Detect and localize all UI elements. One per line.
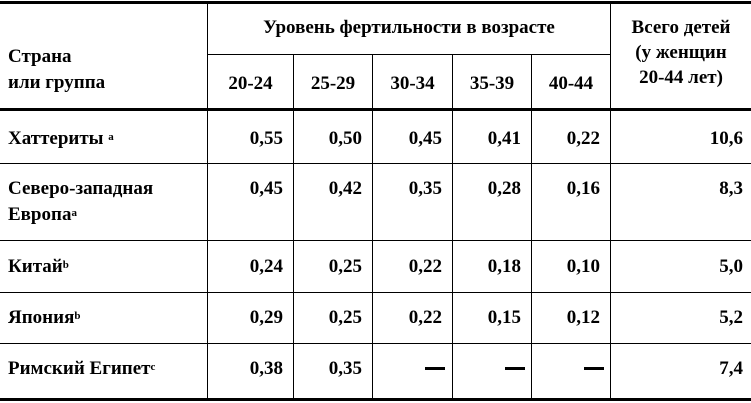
col-divider-age-3 xyxy=(452,55,453,398)
rule-sub-header xyxy=(207,54,610,55)
row2-value-20-24: 0,45 xyxy=(249,178,283,199)
rule-bottom xyxy=(0,398,751,401)
row-country-china: Китайb xyxy=(8,256,69,277)
row1-value-25-29: 0,50 xyxy=(328,128,362,149)
row-country-japan: Японияb xyxy=(8,307,81,328)
row4-value-25-29: 0,25 xyxy=(328,307,362,328)
header-total-line2: (у женщин xyxy=(635,42,727,63)
row-country-roman-egypt: Римский Египетc xyxy=(8,358,156,379)
row4-value-30-34: 0,22 xyxy=(408,307,442,328)
row3-value-40-44: 0,10 xyxy=(566,256,600,277)
row2-value-25-29: 0,42 xyxy=(328,178,362,199)
header-age-25-29: 25-29 xyxy=(310,73,356,94)
header-country-line2: или группа xyxy=(8,72,106,93)
row2-value-40-44: 0,16 xyxy=(566,178,600,199)
rule-header-bottom xyxy=(0,108,751,111)
header-age-40-44: 40-44 xyxy=(548,73,594,94)
row-country-nw-europe-line1: Северо-западная xyxy=(8,178,154,199)
col-divider-country xyxy=(207,4,208,398)
row5-value-20-24: 0,38 xyxy=(249,358,283,379)
row4-value-40-44: 0,12 xyxy=(566,307,600,328)
row1-total: 10,6 xyxy=(709,128,743,149)
row5-dash-40-44 xyxy=(584,367,604,370)
row3-value-25-29: 0,25 xyxy=(328,256,362,277)
row-country-hutterites: Хаттериты a xyxy=(8,128,114,149)
row-country-nw-europe-line2: Европаa xyxy=(8,204,77,225)
col-divider-age-1 xyxy=(293,55,294,398)
row4-value-35-39: 0,15 xyxy=(487,307,521,328)
header-country-line1: Страна xyxy=(8,46,72,67)
row2-value-30-34: 0,35 xyxy=(408,178,442,199)
row2-total: 8,3 xyxy=(719,178,743,199)
header-total-line1: Всего детей xyxy=(631,17,731,38)
rule-top xyxy=(0,1,751,4)
row2-value-35-39: 0,28 xyxy=(487,178,521,199)
rule-row-1 xyxy=(0,163,751,164)
row1-value-20-24: 0,55 xyxy=(249,128,283,149)
col-divider-age-2 xyxy=(372,55,373,398)
row5-total: 7,4 xyxy=(719,358,743,379)
row3-total: 5,0 xyxy=(719,256,743,277)
row4-value-20-24: 0,29 xyxy=(249,307,283,328)
header-age-30-34: 30-34 xyxy=(390,73,435,94)
row5-value-25-29: 0,35 xyxy=(328,358,362,379)
header-fertility-title: Уровень фертильности в возрасте xyxy=(263,17,555,38)
row5-dash-30-34 xyxy=(425,367,445,370)
row5-dash-35-39 xyxy=(505,367,525,370)
rule-row-4 xyxy=(0,343,751,344)
row1-value-40-44: 0,22 xyxy=(566,128,600,149)
row4-total: 5,2 xyxy=(719,307,743,328)
row3-value-35-39: 0,18 xyxy=(487,256,521,277)
col-divider-age-4 xyxy=(531,55,532,398)
rule-row-2 xyxy=(0,240,751,241)
row1-value-30-34: 0,45 xyxy=(408,128,442,149)
rule-row-3 xyxy=(0,292,751,293)
header-total-line3: 20-44 лет) xyxy=(639,67,723,88)
col-divider-total xyxy=(610,4,611,398)
row3-value-30-34: 0,22 xyxy=(408,256,442,277)
header-age-20-24: 20-24 xyxy=(228,73,273,94)
header-age-35-39: 35-39 xyxy=(469,73,515,94)
row1-value-35-39: 0,41 xyxy=(487,128,521,149)
row3-value-20-24: 0,24 xyxy=(249,256,283,277)
